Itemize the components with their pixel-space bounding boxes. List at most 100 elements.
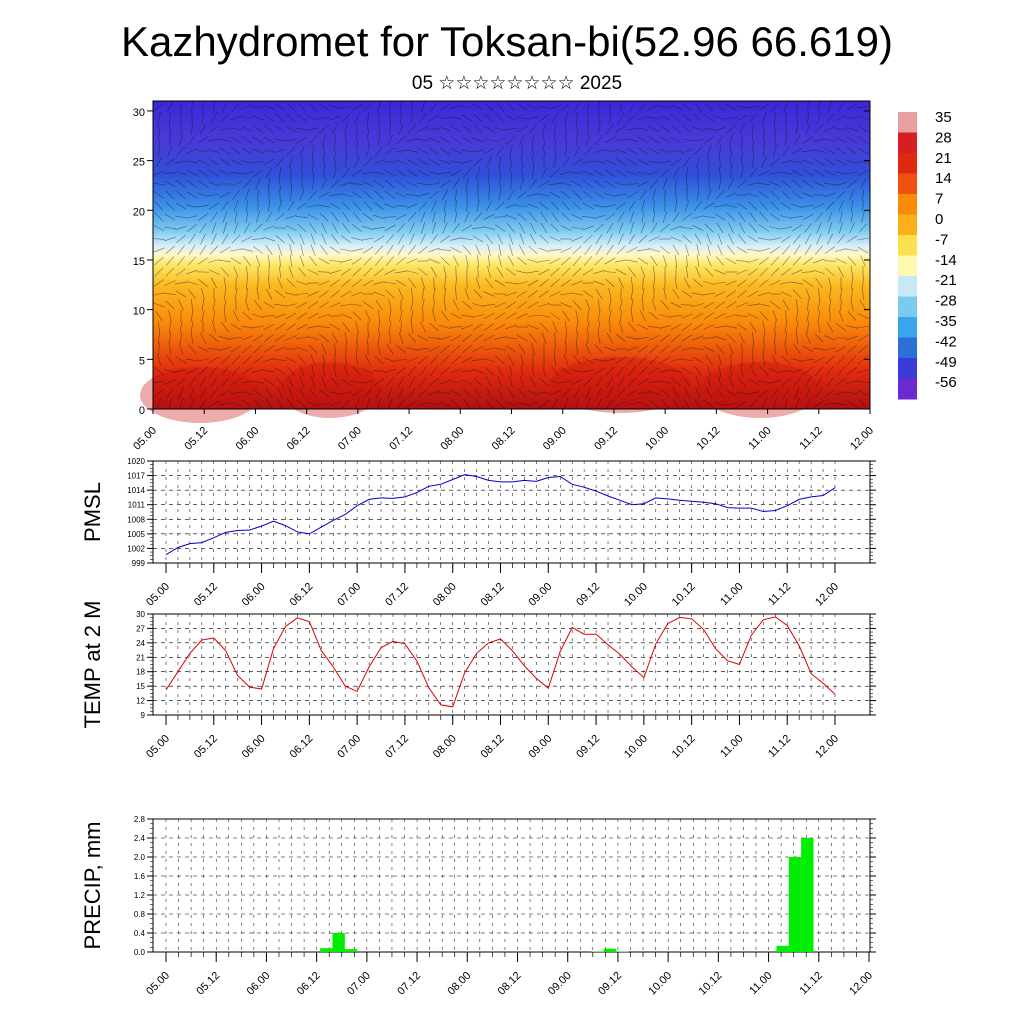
temp-xtick-label-4: 07.00: [335, 733, 363, 761]
page-title: Kazhydromet for Toksan-bi(52.96 66.619): [121, 18, 893, 65]
colorbar-swatch-7: [898, 255, 917, 277]
precip-ytick-label-0: 0.0: [134, 948, 146, 957]
colorbar-label-3: 14: [935, 170, 952, 187]
pmsl-ytick-label-0: 999: [132, 559, 146, 568]
precip-xtick-label-1: 05.12: [194, 970, 222, 998]
pmsl-xtick-label-8: 09.00: [526, 581, 554, 609]
warm-core-0: [140, 367, 260, 423]
colorbar-label-8: -21: [935, 272, 957, 289]
heatmap-ytick-label-1: 5: [139, 355, 145, 367]
temp-panel: 9 12 15 18 21 24 27 30 05.00 05.12 06.00 06.12 07.00…: [80, 601, 876, 761]
precip-xtick-label-11: 10.12: [697, 970, 725, 998]
temp-ylabel: TEMP at 2 M: [80, 601, 105, 729]
colorbar-swatch-4: [898, 194, 917, 215]
temp-ytick-label-3: 18: [136, 668, 145, 677]
heatmap-field: [153, 101, 870, 409]
colorbar-swatch-12: [898, 358, 917, 379]
temp-ytick-label-2: 15: [136, 682, 145, 691]
pmsl-ytick-label-5: 1014: [127, 486, 145, 495]
temp-xtick-label-2: 06.00: [240, 733, 268, 761]
heatmap-xtick-label-9: 09.12: [592, 425, 620, 453]
heatmap-xtick-label-7: 08.12: [490, 425, 518, 453]
pmsl-xtick-label-1: 05.12: [192, 581, 220, 609]
pmsl-frame: [152, 460, 871, 564]
heatmap-ytick-label-4: 20: [133, 206, 145, 218]
colorbar-swatch-2: [898, 153, 917, 174]
pmsl-xtick-label-5: 07.12: [383, 581, 411, 609]
precip-bar-13: [320, 948, 333, 952]
pmsl-xtick-label-6: 08.00: [431, 581, 459, 609]
pmsl-xtick-label-11: 10.12: [670, 581, 698, 609]
precip-xtick-label-10: 10.00: [646, 970, 674, 998]
warm-core-3: [700, 362, 820, 418]
temperature-cross-section: 0 5 10 15 20 25 30 05.00 05.12 06.00 06.12 07.00 07.…: [131, 100, 876, 453]
temp-ytick-label-5: 24: [136, 639, 145, 648]
colorbar-label-9: -28: [935, 293, 957, 310]
pmsl-panel: 999 1002 1005 1008 1011 1014 1017 1020 05.00 05.1…: [80, 457, 876, 609]
temp-xtick-label-5: 07.12: [383, 733, 411, 761]
heatmap-ytick-label-6: 30: [133, 107, 145, 119]
pmsl-ytick-label-3: 1008: [127, 515, 145, 524]
heatmap-xtick-label-1: 05.12: [182, 425, 210, 453]
colorbar-swatch-10: [898, 317, 917, 338]
temp-ytick-label-0: 9: [141, 711, 146, 720]
colorbar-label-1: 28: [935, 129, 952, 146]
pmsl-ylabel: PMSL: [80, 482, 105, 542]
colorbar-swatch-11: [898, 337, 917, 359]
heatmap-xtick-label-10: 10.00: [643, 425, 671, 453]
heatmap-xtick-label-3: 06.12: [285, 425, 313, 453]
pmsl-ytick-label-6: 1017: [127, 472, 145, 481]
precip-xtick-label-4: 07.00: [345, 970, 373, 998]
heatmap-ytick-label-2: 10: [133, 306, 145, 318]
heatmap-xtick-label-6: 08.00: [438, 425, 466, 453]
colorbar-label-0: 35: [935, 109, 952, 126]
precip-xtick-label-3: 06.12: [295, 970, 323, 998]
pmsl-xtick-label-13: 11.12: [766, 581, 793, 608]
colorbar-label-4: 7: [935, 191, 943, 208]
colorbar-label-11: -42: [935, 333, 957, 350]
precip-ylabel: PRECIP, mm: [80, 822, 105, 950]
temp-xtick-label-8: 09.00: [526, 733, 554, 761]
heatmap-xtick-label-5: 07.12: [387, 425, 415, 453]
precip-xtick-label-6: 08.00: [445, 970, 473, 998]
pmsl-xtick-label-7: 08.12: [479, 581, 507, 609]
pmsl-xtick-label-0: 05.00: [144, 581, 172, 609]
temp-xtick-label-1: 05.12: [192, 733, 220, 761]
pmsl-xtick-label-9: 09.12: [574, 581, 602, 609]
heatmap-xtick-label-13: 11.12: [798, 425, 825, 452]
page-subtitle: 05 ☆☆☆☆☆☆☆☆ 2025: [411, 73, 623, 94]
precip-xtick-label-2: 06.00: [245, 970, 273, 998]
heatmap-ytick-label-5: 25: [133, 157, 145, 169]
precip-ytick-label-6: 2.4: [134, 834, 146, 843]
pmsl-xtick-label-4: 07.00: [335, 581, 363, 609]
precip-ytick-label-1: 0.4: [134, 929, 146, 938]
temp-xtick-label-0: 05.00: [144, 733, 172, 761]
pmsl-series-line: [165, 474, 836, 556]
precip-xtick-label-7: 08.12: [496, 970, 524, 998]
temp-xtick-label-3: 06.12: [288, 733, 316, 761]
precip-xtick-label-9: 09.12: [596, 970, 624, 998]
pmsl-ytick-label-1: 1002: [127, 544, 145, 553]
pmsl-xtick-label-3: 06.12: [288, 581, 316, 609]
colorbar-swatch-8: [898, 276, 917, 297]
precip-xtick-label-8: 09.00: [546, 970, 574, 998]
precip-ytick-label-5: 2.0: [134, 853, 146, 862]
colorbar-swatch-13: [898, 378, 917, 400]
precip-bar-50: [776, 945, 789, 952]
temp-xtick-label-10: 10.00: [622, 733, 650, 761]
wind-barbs: [152, 100, 870, 410]
precip-ytick-label-2: 0.8: [134, 910, 146, 919]
colorbar-label-13: -56: [935, 374, 957, 391]
colorbar-swatch-1: [898, 132, 917, 154]
temp-xtick-label-9: 09.12: [574, 733, 602, 761]
heatmap-xtick-label-14: 12.00: [848, 425, 876, 453]
colorbar-label-10: -35: [935, 313, 957, 330]
precip-ytick-label-7: 2.8: [134, 815, 146, 824]
precip-xtick-label-14: 12.00: [847, 970, 875, 998]
precip-xtick-label-12: 11.00: [747, 970, 774, 997]
precip-frame: [152, 818, 871, 953]
precip-bar-52: [801, 838, 814, 952]
precip-xtick-label-0: 05.00: [144, 970, 172, 998]
temp-ytick-label-6: 27: [136, 624, 145, 633]
warm-core-1: [280, 362, 380, 418]
